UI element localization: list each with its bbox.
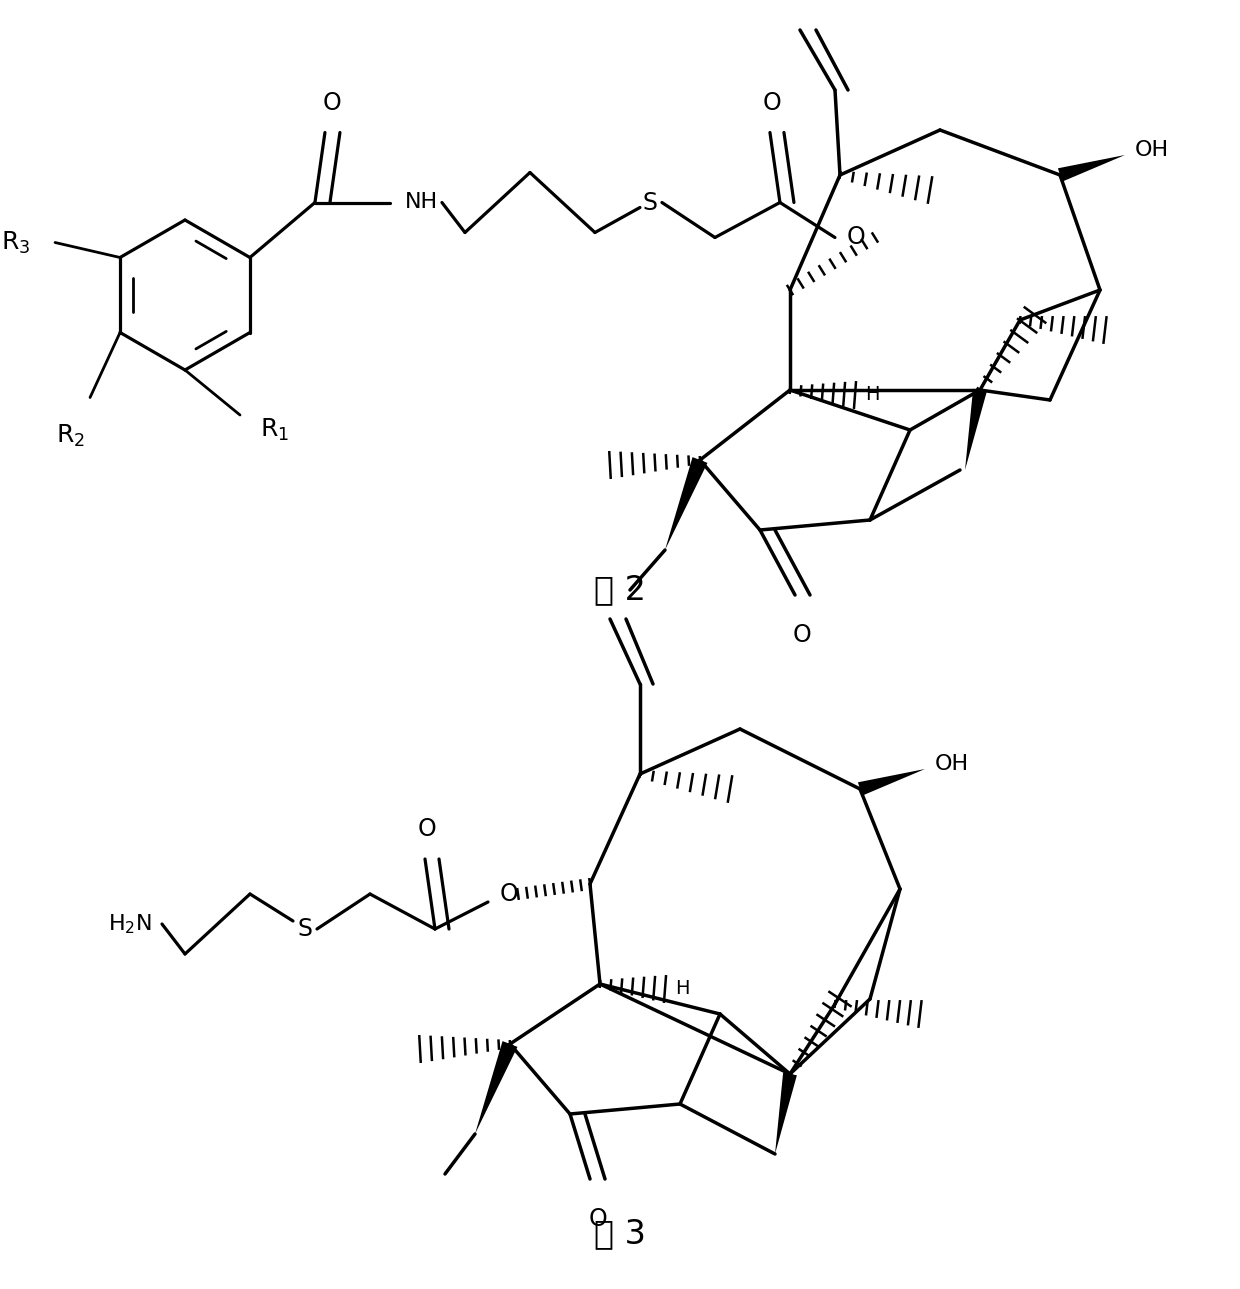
Polygon shape [858, 770, 925, 795]
Text: O: O [418, 817, 436, 840]
Text: S: S [642, 191, 657, 214]
Text: O: O [763, 90, 781, 115]
Text: H: H [675, 980, 689, 999]
Text: O: O [500, 882, 518, 906]
Polygon shape [775, 1072, 797, 1154]
Text: OH: OH [1135, 141, 1169, 160]
Text: NH: NH [405, 192, 438, 213]
Text: O: O [847, 226, 866, 250]
Text: S: S [298, 916, 312, 941]
Text: OH: OH [935, 754, 970, 773]
Text: 式 2: 式 2 [594, 574, 646, 607]
Text: O: O [322, 90, 341, 115]
Polygon shape [965, 389, 987, 470]
Text: O: O [589, 1207, 608, 1231]
Polygon shape [475, 1042, 517, 1134]
Text: R$_3$: R$_3$ [1, 229, 30, 255]
Text: R$_2$: R$_2$ [56, 423, 86, 449]
Text: H$_2$N: H$_2$N [108, 913, 153, 936]
Text: O: O [792, 623, 811, 647]
Polygon shape [1058, 155, 1125, 182]
Text: R$_1$: R$_1$ [260, 416, 289, 443]
Text: 式 3: 式 3 [594, 1218, 646, 1250]
Polygon shape [665, 458, 708, 550]
Text: H: H [866, 385, 879, 405]
